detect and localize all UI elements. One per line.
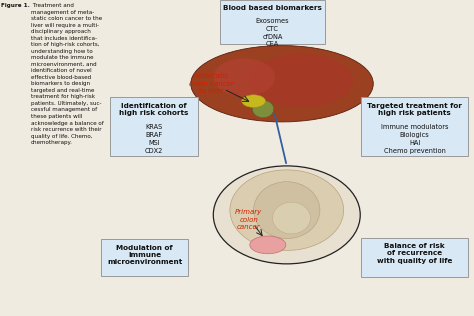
Text: Modulation of
immune
microenvironment: Modulation of immune microenvironment — [107, 245, 182, 265]
Ellipse shape — [230, 170, 344, 250]
Text: Exosomes
CTC
cfDNA
CEA: Exosomes CTC cfDNA CEA — [256, 18, 289, 47]
FancyBboxPatch shape — [220, 0, 325, 44]
Ellipse shape — [253, 100, 274, 118]
Ellipse shape — [254, 182, 320, 239]
Text: Metastatic
colon cancer
to liver: Metastatic colon cancer to liver — [189, 73, 233, 94]
Ellipse shape — [250, 236, 286, 254]
Text: Immune modulators
Biologics
HAI
Chemo prevention: Immune modulators Biologics HAI Chemo pr… — [381, 125, 448, 154]
FancyBboxPatch shape — [110, 97, 198, 156]
Text: KRAS
BRAF
MSI
CDX2: KRAS BRAF MSI CDX2 — [145, 125, 163, 154]
Text: Balance of risk
of recurrence
with quality of life: Balance of risk of recurrence with quali… — [377, 243, 453, 264]
Ellipse shape — [191, 46, 373, 122]
FancyBboxPatch shape — [361, 238, 468, 277]
FancyBboxPatch shape — [100, 240, 188, 276]
Text: Targeted treatment for
high risk patients: Targeted treatment for high risk patient… — [367, 102, 462, 116]
Text: Blood based biomarkers: Blood based biomarkers — [223, 5, 322, 11]
Ellipse shape — [242, 95, 265, 107]
Text: Treatment and
management of meta-
static colon cancer to the
liver will require : Treatment and management of meta- static… — [31, 3, 103, 145]
FancyBboxPatch shape — [361, 97, 468, 156]
Ellipse shape — [273, 202, 310, 234]
Text: Figure 1.: Figure 1. — [1, 3, 30, 8]
Ellipse shape — [249, 54, 353, 107]
Text: Identification of
high risk cohorts: Identification of high risk cohorts — [119, 102, 189, 116]
Circle shape — [213, 166, 360, 264]
Text: Primary
colon
cancer: Primary colon cancer — [235, 209, 263, 230]
Ellipse shape — [213, 58, 275, 96]
